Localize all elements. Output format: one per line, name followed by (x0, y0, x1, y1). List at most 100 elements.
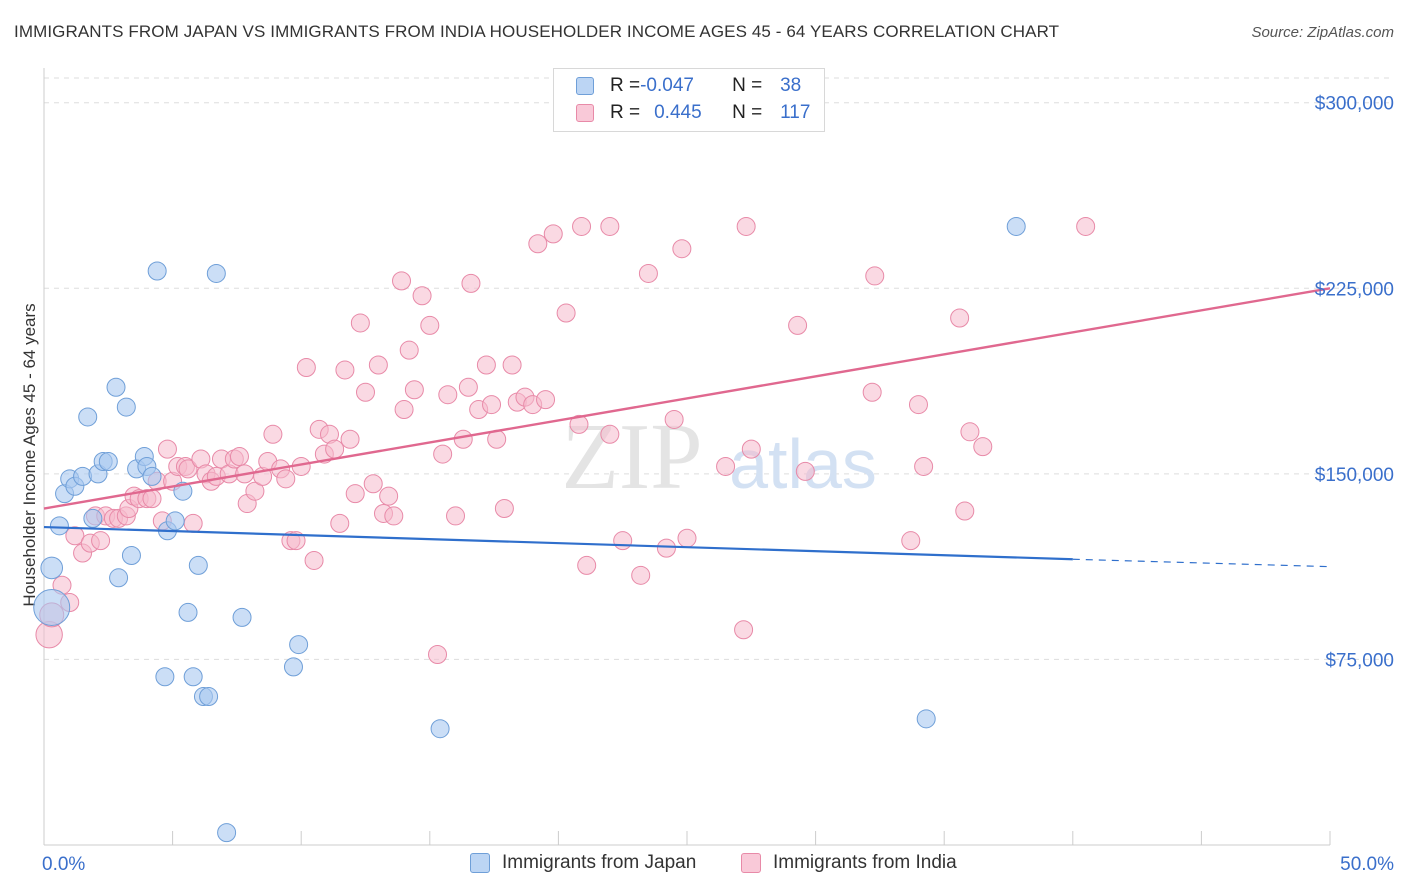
india-trend-line (43, 287, 1331, 510)
india-point (901, 531, 921, 551)
india-point (368, 355, 388, 375)
japan-point (83, 508, 103, 528)
watermark: ZIP atlas (562, 405, 877, 509)
india-point (482, 395, 502, 415)
legend-r-value-india: 0.445 (654, 102, 702, 123)
series-swatch-india (741, 853, 761, 873)
source-label: Source: ZipAtlas.com (1251, 24, 1394, 41)
japan-point (155, 667, 175, 687)
grid-lines (44, 77, 1392, 660)
india-point (631, 565, 651, 585)
india-point (543, 224, 563, 244)
india-point (304, 550, 324, 570)
india-point (716, 456, 736, 476)
india-point (734, 620, 754, 640)
india-point (453, 429, 473, 449)
series-label-japan: Immigrants from Japan (502, 852, 697, 873)
india-point (412, 286, 432, 306)
y-tick-label: $150,000 (1315, 465, 1394, 486)
india-point (741, 439, 761, 459)
india-point (476, 355, 496, 375)
japan-point (49, 516, 69, 536)
india-point (356, 382, 375, 402)
india-point (340, 429, 360, 449)
legend-row-japan: R = -0.047 N = 38 (576, 73, 801, 99)
series-swatch-japan (470, 853, 490, 873)
india-point (296, 357, 316, 377)
series-legend-india[interactable]: Immigrants from India (741, 852, 957, 874)
india-point (245, 481, 265, 501)
india-point (345, 484, 365, 504)
japan-points (33, 216, 1026, 843)
japan-point (78, 407, 98, 427)
india-point (458, 377, 478, 397)
legend-row-india: R = 0.445 N = 117 (576, 100, 810, 126)
japan-point (199, 687, 219, 707)
india-point (392, 271, 412, 291)
japan-point (40, 556, 64, 580)
india-point (494, 499, 514, 519)
india-point (142, 489, 162, 509)
india-point (677, 528, 697, 548)
india-point (399, 340, 419, 360)
japan-point (217, 823, 237, 843)
x-tick-label: 50.0% (1340, 854, 1394, 875)
india-point (65, 526, 85, 546)
india-point (384, 506, 404, 526)
india-point (862, 382, 882, 402)
japan-point (178, 602, 198, 622)
india-point (157, 439, 177, 459)
india-point (908, 395, 928, 415)
chart-title: IMMIGRANTS FROM JAPAN VS IMMIGRANTS FROM… (14, 22, 1060, 41)
x-tick-label: 0.0% (42, 854, 85, 875)
india-point (536, 390, 556, 410)
india-point (502, 355, 522, 375)
india-point (795, 461, 815, 481)
india-point (350, 313, 370, 333)
japan-point (430, 719, 450, 739)
legend-swatch-india (576, 104, 594, 122)
india-point (461, 273, 481, 293)
india-point (1076, 216, 1096, 236)
legend-n-value-japan: 38 (780, 75, 802, 96)
japan-trend-extension (1072, 558, 1331, 568)
india-point (973, 437, 993, 457)
india-point (330, 513, 350, 533)
japan-point (916, 709, 936, 729)
y-tick-label: $300,000 (1315, 94, 1394, 115)
india-point (672, 239, 692, 259)
india-point (229, 447, 249, 467)
japan-point (206, 263, 226, 283)
tick-labels: $75,000 $150,000 $225,000 $300,000 0.0% 50.0% (42, 94, 1394, 875)
india-point (577, 555, 597, 575)
india-point (428, 644, 448, 664)
india-point (335, 360, 355, 380)
india-point (955, 501, 975, 521)
india-point (600, 424, 620, 444)
legend-n-label: N = (732, 75, 763, 96)
japan-point (289, 635, 309, 655)
india-point (528, 234, 548, 254)
legend-swatch-japan (576, 77, 594, 95)
japan-point (1006, 216, 1026, 236)
india-point (183, 513, 203, 533)
japan-point (165, 511, 185, 531)
legend-n-label: N = (732, 102, 763, 123)
japan-point (283, 657, 303, 677)
india-point (664, 409, 684, 429)
y-tick-label: $75,000 (1325, 650, 1394, 671)
india-point (363, 474, 383, 494)
japan-point (98, 452, 118, 471)
series-legend-japan[interactable]: Immigrants from Japan (470, 852, 696, 874)
india-point (736, 216, 756, 236)
india-point (178, 459, 198, 479)
japan-point (232, 607, 252, 627)
series-legend: Immigrants from Japan Immigrants from In… (0, 852, 1406, 878)
japan-point (188, 555, 208, 575)
india-point (433, 444, 453, 464)
india-point (950, 308, 970, 328)
india-point (656, 538, 676, 558)
india-point (438, 385, 458, 405)
india-point (556, 303, 576, 323)
india-point (613, 531, 633, 551)
